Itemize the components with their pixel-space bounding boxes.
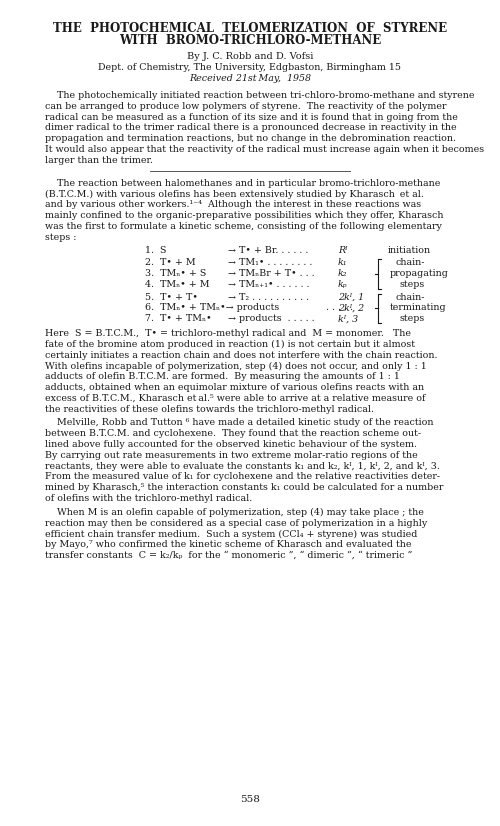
Text: efficient chain transfer medium.  Such a system (CCl₄ + styrene) was studied: efficient chain transfer medium. Such a … <box>45 529 418 539</box>
Text: between B.T.C.M. and cyclohexene.  They found that the reaction scheme out-: between B.T.C.M. and cyclohexene. They f… <box>45 430 421 439</box>
Text: WITH  BROMO-TRICHLORO-METHANE: WITH BROMO-TRICHLORO-METHANE <box>119 34 381 47</box>
Text: 7.  T• + TMₙ•: 7. T• + TMₙ• <box>145 314 212 323</box>
Text: propagation and termination reactions, but no change in the debromination reacti: propagation and termination reactions, b… <box>45 134 456 143</box>
Text: excess of B.T.C.M., Kharasch et al.⁵ were able to arrive at a relative measure o: excess of B.T.C.M., Kharasch et al.⁵ wer… <box>45 394 426 403</box>
Text: chain-: chain- <box>396 292 426 301</box>
Text: dimer radical to the trimer radical there is a pronounced decrease in reactivity: dimer radical to the trimer radical ther… <box>45 123 457 132</box>
Text: Dept. of Chemistry, The University, Edgbaston, Birmingham 15: Dept. of Chemistry, The University, Edgb… <box>98 63 402 72</box>
Text: mined by Kharasch,⁵ the interaction constants k₁ could be calculated for a numbe: mined by Kharasch,⁵ the interaction cons… <box>45 483 444 492</box>
Text: 4.  TMₙ• + M: 4. TMₙ• + M <box>145 280 210 289</box>
Text: reaction may then be considered as a special case of polymerization in a highly: reaction may then be considered as a spe… <box>45 519 427 528</box>
Text: 558: 558 <box>240 795 260 804</box>
Text: → T₂ . . . . . . . . . .: → T₂ . . . . . . . . . . <box>228 292 309 301</box>
Text: The reaction between halomethanes and in particular bromo-trichloro-methane: The reaction between halomethanes and in… <box>45 178 440 188</box>
Text: 2.  T• + M: 2. T• + M <box>145 259 196 267</box>
Text: lined above fully accounted for the observed kinetic behaviour of the system.: lined above fully accounted for the obse… <box>45 440 417 449</box>
Text: certainly initiates a reaction chain and does not interfere with the chain react: certainly initiates a reaction chain and… <box>45 350 438 359</box>
Text: adducts of olefin B.T.C.M. are formed.  By measuring the amounts of 1 : 1: adducts of olefin B.T.C.M. are formed. B… <box>45 373 400 382</box>
Text: 6.  TMₙ• + TMₙ•→ products: 6. TMₙ• + TMₙ•→ products <box>145 303 279 312</box>
Text: → TMₙ₊₁• . . . . . .: → TMₙ₊₁• . . . . . . <box>228 280 310 289</box>
Text: transfer constants  C = k₂/kₚ  for the “ monomeric ”, “ dimeric ”, “ trimeric ”: transfer constants C = k₂/kₚ for the “ m… <box>45 551 412 560</box>
Text: of olefins with the trichloro-methyl radical.: of olefins with the trichloro-methyl rad… <box>45 494 253 503</box>
Text: THE  PHOTOCHEMICAL  TELOMERIZATION  OF  STYRENE: THE PHOTOCHEMICAL TELOMERIZATION OF STYR… <box>53 22 447 35</box>
Text: 2kᴵ, 1: 2kᴵ, 1 <box>338 292 364 301</box>
Text: kₚ: kₚ <box>338 280 347 289</box>
Text: radical can be measured as a function of its size and it is found that in going : radical can be measured as a function of… <box>45 112 458 121</box>
Text: 3.  TMₙ• + S: 3. TMₙ• + S <box>145 269 206 278</box>
Text: → TM₁• . . . . . . . .: → TM₁• . . . . . . . . <box>228 259 312 267</box>
Text: → products  . . . . .: → products . . . . . <box>228 314 314 323</box>
Text: 5.  T• + T•: 5. T• + T• <box>145 292 198 301</box>
Text: By J. C. Robb and D. Vofsi: By J. C. Robb and D. Vofsi <box>187 52 313 61</box>
Text: The photochemically initiated reaction between tri-chloro-bromo-methane and styr: The photochemically initiated reaction b… <box>45 91 474 100</box>
Text: → T• + Br. . . . . .: → T• + Br. . . . . . <box>228 246 308 255</box>
Text: By carrying out rate measurements in two extreme molar-ratio regions of the: By carrying out rate measurements in two… <box>45 451 418 460</box>
Text: the reactivities of these olefins towards the trichloro-methyl radical.: the reactivities of these olefins toward… <box>45 405 374 414</box>
Text: steps: steps <box>400 314 425 323</box>
Text: When M is an olefin capable of polymerization, step (4) may take place ; the: When M is an olefin capable of polymeriz… <box>45 508 424 517</box>
Text: reactants, they were able to evaluate the constants k₁ and k₂, kᴵ, 1, kᴵ, 2, and: reactants, they were able to evaluate th… <box>45 462 440 471</box>
Text: mainly confined to the organic-preparative possibilities which they offer, Khara: mainly confined to the organic-preparati… <box>45 211 444 220</box>
Text: 1.  S: 1. S <box>145 246 167 255</box>
Text: . . . . .: . . . . . <box>326 303 353 312</box>
Text: Received 21st May,  1958: Received 21st May, 1958 <box>189 74 311 83</box>
Text: and by various other workers.¹⁻⁴  Although the interest in these reactions was: and by various other workers.¹⁻⁴ Althoug… <box>45 200 421 209</box>
Text: kᴵ, 3: kᴵ, 3 <box>338 314 358 323</box>
Text: It would also appear that the reactivity of the radical must increase again when: It would also appear that the reactivity… <box>45 145 484 154</box>
Text: initiation: initiation <box>388 246 431 255</box>
Text: can be arranged to produce low polymers of styrene.  The reactivity of the polym: can be arranged to produce low polymers … <box>45 102 446 111</box>
Text: Rᴵ: Rᴵ <box>338 246 347 255</box>
Text: k₂: k₂ <box>338 269 347 278</box>
Text: Melville, Robb and Tutton ⁶ have made a detailed kinetic study of the reaction: Melville, Robb and Tutton ⁶ have made a … <box>45 419 434 427</box>
Text: fate of the bromine atom produced in reaction (1) is not certain but it almost: fate of the bromine atom produced in rea… <box>45 339 415 349</box>
Text: Here  S = B.T.C.M.,  T• = trichloro-methyl radical and  M = monomer.   The: Here S = B.T.C.M., T• = trichloro-methyl… <box>45 329 411 338</box>
Text: steps :: steps : <box>45 233 76 241</box>
Text: From the measured value of k₁ for cyclohexene and the relative reactivities dete: From the measured value of k₁ for cycloh… <box>45 472 440 482</box>
Text: → TMₙBr + T• . . .: → TMₙBr + T• . . . <box>228 269 314 278</box>
Text: was the first to formulate a kinetic scheme, consisting of the following element: was the first to formulate a kinetic sch… <box>45 222 442 230</box>
Text: steps: steps <box>400 280 425 289</box>
Text: larger than the trimer.: larger than the trimer. <box>45 156 153 165</box>
Text: propagating: propagating <box>390 269 449 278</box>
Text: With olefins incapable of polymerization, step (4) does not occur, and only 1 : : With olefins incapable of polymerization… <box>45 362 427 371</box>
Text: k₁: k₁ <box>338 259 347 267</box>
Text: (B.T.C.M.) with various olefins has been extensively studied by Kharasch  et al.: (B.T.C.M.) with various olefins has been… <box>45 189 424 198</box>
Text: terminating: terminating <box>390 303 446 312</box>
Text: adducts, obtained when an equimolar mixture of various olefins reacts with an: adducts, obtained when an equimolar mixt… <box>45 383 424 392</box>
Text: chain-: chain- <box>396 259 426 267</box>
Text: 2kᴵ, 2: 2kᴵ, 2 <box>338 303 364 312</box>
Text: by Mayo,⁷ who confirmed the kinetic scheme of Kharasch and evaluated the: by Mayo,⁷ who confirmed the kinetic sche… <box>45 540 412 549</box>
